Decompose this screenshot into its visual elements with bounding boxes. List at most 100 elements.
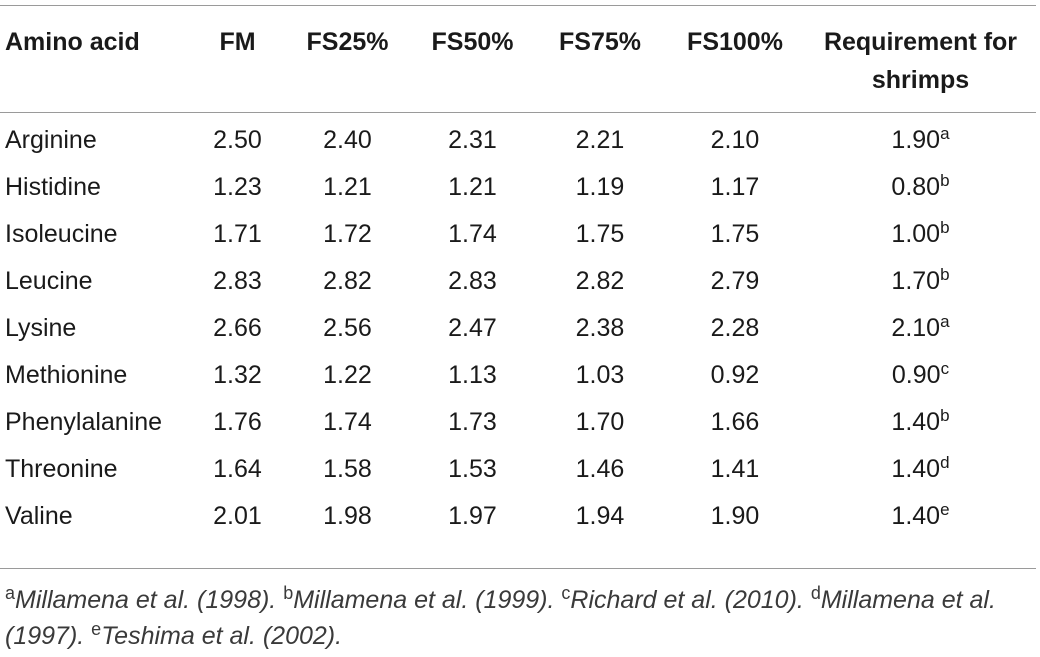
requirement-cell: 1.70b	[805, 258, 1036, 305]
table-row: Valine 2.01 1.98 1.97 1.94 1.90 1.40e	[0, 493, 1036, 540]
requirement-value: 1.40	[891, 455, 941, 483]
value-cell: 1.53	[448, 455, 497, 483]
value-cell: 1.98	[323, 502, 372, 530]
footnote-text: Millamena et al. (1999).	[293, 586, 555, 614]
top-rule	[0, 5, 1036, 6]
header-fm: FM	[219, 28, 256, 56]
value-cell: 1.76	[213, 408, 262, 436]
table-row: Methionine 1.32 1.22 1.13 1.03 0.92 0.90c	[0, 352, 1036, 399]
value-cell: 1.73	[448, 408, 497, 436]
value-cell: 1.75	[575, 220, 625, 248]
footnote-mark: b	[283, 583, 294, 603]
value-cell: 2.21	[575, 126, 625, 154]
value-cell: 2.83	[213, 267, 262, 295]
table-row: Threonine 1.64 1.58 1.53 1.46 1.41 1.40d	[0, 446, 1036, 493]
requirement-value: 1.00	[891, 220, 941, 248]
value-cell: 2.83	[448, 267, 497, 295]
requirement-value: 0.80	[891, 173, 941, 201]
value-cell: 1.64	[213, 455, 262, 483]
value-cell: 2.31	[448, 126, 497, 154]
value-cell: 1.58	[323, 455, 372, 483]
value-cell: 1.74	[448, 220, 497, 248]
value-cell: 1.41	[710, 455, 760, 483]
header-row: Amino acid FM FS25% FS50% FS75% FS100% R…	[0, 6, 1036, 99]
table-row: Arginine 2.50 2.40 2.31 2.21 2.10 1.90a	[0, 99, 1036, 164]
reference-mark: b	[940, 171, 950, 190]
reference-mark: b	[940, 218, 950, 237]
value-cell: 1.22	[323, 361, 372, 389]
reference-mark: c	[940, 359, 950, 378]
requirement-value: 1.40	[891, 502, 941, 530]
table-row: Histidine 1.23 1.21 1.21 1.19 1.17 0.80b	[0, 164, 1036, 211]
amino-acid-name: Histidine	[5, 173, 101, 201]
footnote-mark: a	[5, 583, 16, 603]
amino-acid-name: Valine	[5, 502, 73, 530]
reference-mark: e	[940, 500, 950, 519]
requirement-value: 1.90	[891, 126, 941, 154]
requirement-cell: 2.10a	[805, 305, 1036, 352]
value-cell: 2.47	[448, 314, 497, 342]
amino-acid-name: Phenylalanine	[5, 408, 163, 436]
header-rule	[0, 112, 1036, 113]
value-cell: 1.90	[710, 502, 760, 530]
table-row: Leucine 2.83 2.82 2.83 2.82 2.79 1.70b	[0, 258, 1036, 305]
table-row: Isoleucine 1.71 1.72 1.74 1.75 1.75 1.00b	[0, 211, 1036, 258]
requirement-value: 0.90	[891, 361, 941, 389]
header-fs75: FS75%	[559, 28, 641, 56]
bottom-rule	[0, 568, 1036, 569]
amino-acid-name: Lysine	[5, 314, 77, 342]
value-cell: 1.32	[213, 361, 262, 389]
value-cell: 2.01	[213, 502, 262, 530]
requirement-value: 1.70	[891, 267, 941, 295]
requirement-cell: 1.40b	[805, 399, 1036, 446]
value-cell: 2.82	[575, 267, 625, 295]
value-cell: 1.74	[323, 408, 372, 436]
reference-mark: b	[940, 406, 950, 425]
amino-acid-table: Amino acid FM FS25% FS50% FS75% FS100% R…	[0, 6, 1036, 540]
footnote-mark: e	[91, 619, 102, 639]
footnote-text: Teshima et al. (2002).	[101, 622, 343, 650]
table-row: Lysine 2.66 2.56 2.47 2.38 2.28 2.10a	[0, 305, 1036, 352]
value-cell: 1.46	[575, 455, 625, 483]
amino-acid-name: Isoleucine	[5, 220, 118, 248]
value-cell: 2.66	[213, 314, 262, 342]
value-cell: 2.38	[575, 314, 625, 342]
footnote-mark: d	[810, 583, 821, 603]
header-amino-acid: Amino acid	[5, 28, 140, 56]
table-body: Arginine 2.50 2.40 2.31 2.21 2.10 1.90a Histidi…	[0, 99, 1036, 540]
requirement-cell: 1.90a	[805, 99, 1036, 164]
value-cell: 1.66	[710, 408, 760, 436]
footnote-text: Millamena et al. (1997).	[5, 586, 996, 650]
value-cell: 1.21	[323, 173, 372, 201]
reference-mark: b	[940, 265, 950, 284]
value-cell: 2.50	[213, 126, 262, 154]
requirement-cell: 0.80b	[805, 164, 1036, 211]
requirement-value: 2.10	[891, 314, 941, 342]
table-row: Phenylalanine 1.76 1.74 1.73 1.70 1.66 1.40b	[0, 399, 1036, 446]
footnote-text: Millamena et al. (1998).	[15, 586, 277, 614]
amino-acid-name: Methionine	[5, 361, 128, 389]
requirement-cell: 1.40d	[805, 446, 1036, 493]
value-cell: 2.79	[710, 267, 760, 295]
value-cell: 2.56	[323, 314, 372, 342]
requirement-cell: 1.00b	[805, 211, 1036, 258]
header-fs100: FS100%	[687, 28, 783, 56]
value-cell: 1.19	[575, 173, 625, 201]
value-cell: 2.82	[323, 267, 372, 295]
value-cell: 2.28	[710, 314, 760, 342]
value-cell: 1.13	[448, 361, 497, 389]
requirement-value: 1.40	[891, 408, 941, 436]
value-cell: 1.72	[323, 220, 372, 248]
footnotes: aMillamena et al. (1998). bMillamena et …	[5, 582, 1035, 654]
reference-mark: d	[940, 453, 950, 472]
amino-acid-name: Leucine	[5, 267, 93, 295]
reference-mark: a	[940, 124, 950, 143]
amino-acid-name: Arginine	[5, 126, 97, 154]
value-cell: 1.23	[213, 173, 262, 201]
value-cell: 1.71	[213, 220, 262, 248]
value-cell: 1.17	[710, 173, 760, 201]
value-cell: 1.70	[575, 408, 625, 436]
requirement-cell: 0.90c	[805, 352, 1036, 399]
value-cell: 2.40	[323, 126, 372, 154]
